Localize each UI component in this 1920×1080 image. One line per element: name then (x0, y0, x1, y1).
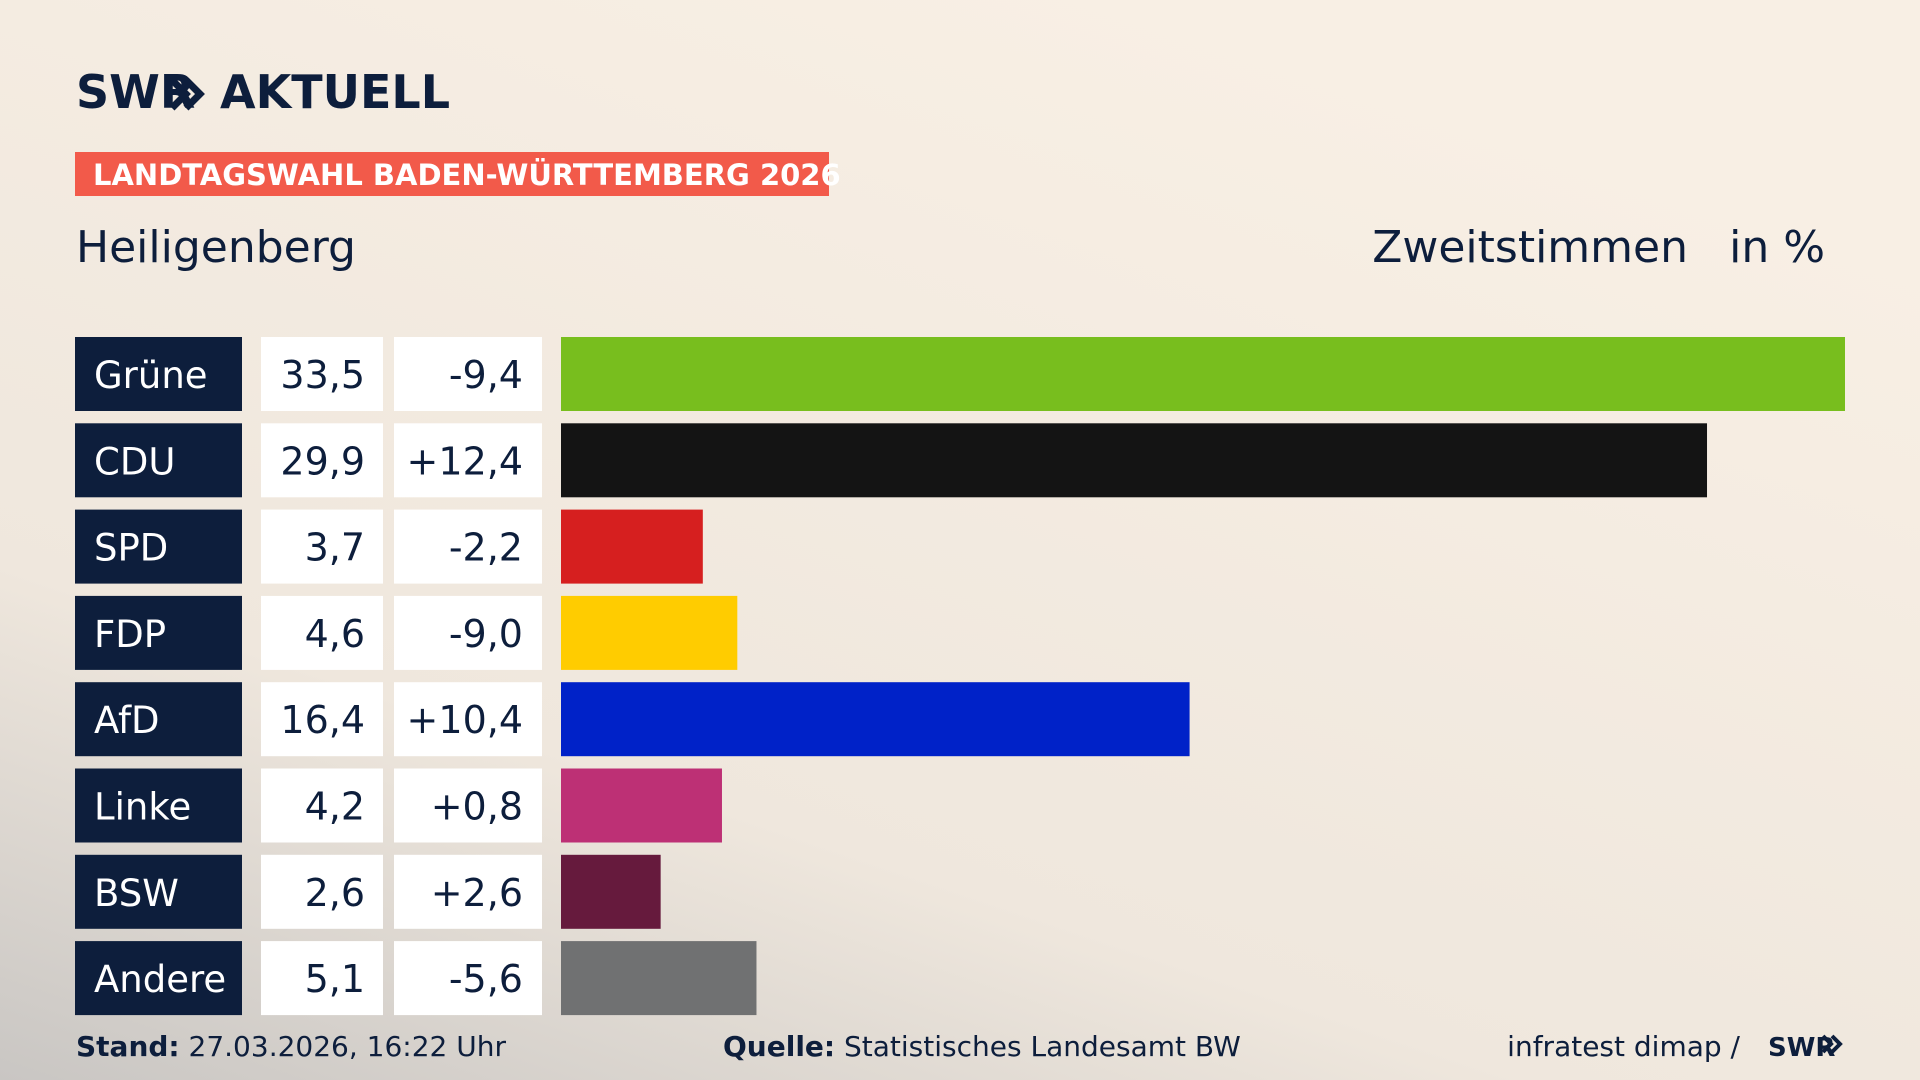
banner-box (75, 152, 829, 196)
value-box (261, 595, 383, 670)
footer-source: Quelle: Statistisches Landesamt BW (723, 1030, 1241, 1063)
bar (561, 595, 738, 670)
chart-subtitle: Zweitstimmen (1372, 222, 1688, 273)
party-box (75, 509, 242, 584)
value-box (261, 509, 383, 584)
party-box (75, 423, 242, 498)
unit: in % (1729, 222, 1825, 273)
change-label: -2,2 (449, 526, 523, 570)
party-box (75, 854, 242, 929)
value-box (261, 423, 383, 498)
bar (561, 337, 1845, 411)
bar (561, 854, 661, 929)
party-label: Linke (94, 786, 191, 829)
change-box (394, 854, 542, 929)
change-label: +2,6 (431, 871, 523, 915)
change-box (394, 337, 542, 411)
party-box (75, 768, 242, 843)
value-label: 33,5 (280, 353, 365, 397)
change-label: +10,4 (407, 698, 523, 742)
change-label: +12,4 (407, 439, 523, 483)
party-label: AfD (94, 699, 160, 742)
change-box (394, 682, 542, 757)
party-label: FDP (94, 613, 166, 656)
party-label: SPD (94, 527, 168, 570)
party-box (75, 337, 242, 411)
bar (561, 941, 757, 1016)
value-label: 5,1 (305, 957, 365, 1001)
value-label: 4,6 (305, 612, 365, 656)
footer-credit: infratest dimap / (1507, 1030, 1740, 1063)
change-box (394, 595, 542, 670)
party-label: CDU (94, 440, 175, 483)
brand-suffix: AKTUELL (220, 65, 450, 119)
change-box (394, 768, 542, 843)
value-label: 2,6 (305, 871, 365, 915)
bar (561, 682, 1190, 757)
change-box (394, 509, 542, 584)
party-box (75, 595, 242, 670)
footer-stand-value: 27.03.2026, 16:22 Uhr (189, 1030, 507, 1063)
change-label: +0,8 (431, 785, 523, 829)
bar (561, 423, 1708, 498)
party-box (75, 941, 242, 1016)
brand-chevrons (169, 77, 205, 111)
footer-stand-label: Stand: (76, 1030, 180, 1063)
party-label: Andere (94, 958, 226, 1001)
value-box (261, 768, 383, 843)
party-label: Grüne (94, 354, 208, 397)
change-label: -5,6 (449, 957, 523, 1001)
bar (561, 509, 703, 584)
value-label: 29,9 (280, 439, 365, 483)
bar (561, 768, 722, 843)
value-box (261, 337, 383, 411)
chart-title: Heiligenberg (76, 222, 356, 273)
brand: SWR (76, 65, 195, 119)
value-box (261, 854, 383, 929)
footer-source-label: Quelle: (723, 1030, 835, 1063)
change-box (394, 423, 542, 498)
party-label: BSW (94, 872, 179, 915)
change-box (394, 941, 542, 1016)
footer-stand: Stand: 27.03.2026, 16:22 Uhr (76, 1030, 506, 1063)
value-label: 3,7 (305, 526, 365, 570)
footer-source-value: Statistisches Landesamt BW (844, 1030, 1241, 1063)
change-label: -9,0 (449, 612, 523, 656)
value-box (261, 682, 383, 757)
value-label: 4,2 (305, 785, 365, 829)
party-box (75, 682, 242, 757)
value-label: 16,4 (280, 698, 365, 742)
value-box (261, 941, 383, 1016)
banner: LANDTAGSWAHL BADEN-WÜRTTEMBERG 2026 (93, 158, 841, 192)
change-label: -9,4 (449, 353, 523, 397)
footer-chevrons (1821, 1034, 1843, 1054)
